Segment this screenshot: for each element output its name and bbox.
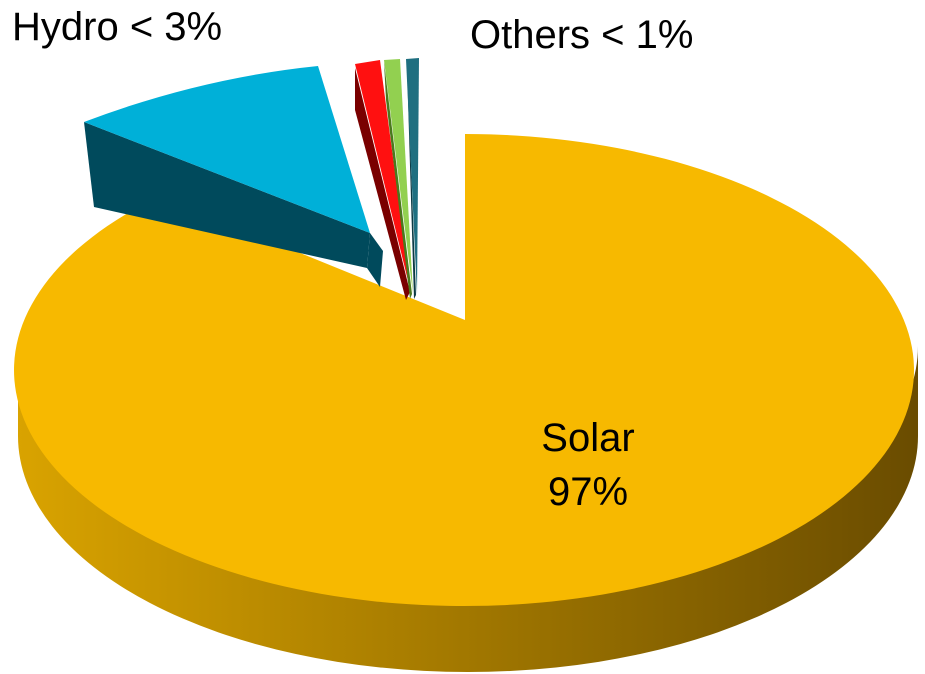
slice-green-top [384,59,413,294]
slice-hydro [84,66,383,287]
slice-solar [14,134,918,672]
slice-others [406,58,419,299]
slice-hydro-top [84,66,370,233]
slice-others-top [406,58,419,295]
label-hydro: Hydro < 3% [12,5,222,49]
label-solar-name: Solar [541,416,634,460]
slice-red-side [355,68,410,300]
slice-green-side [384,62,412,299]
label-solar-value: 97% [548,470,628,514]
slice-red-top [355,60,411,293]
slice-solar-side [18,346,918,672]
slice-hydro-side-bottom [367,233,383,287]
slice-green [384,59,413,299]
slice-solar-top [14,134,915,606]
label-others: Others < 1% [470,13,693,57]
slice-red [355,60,411,300]
slice-hydro-side-left [84,122,370,268]
